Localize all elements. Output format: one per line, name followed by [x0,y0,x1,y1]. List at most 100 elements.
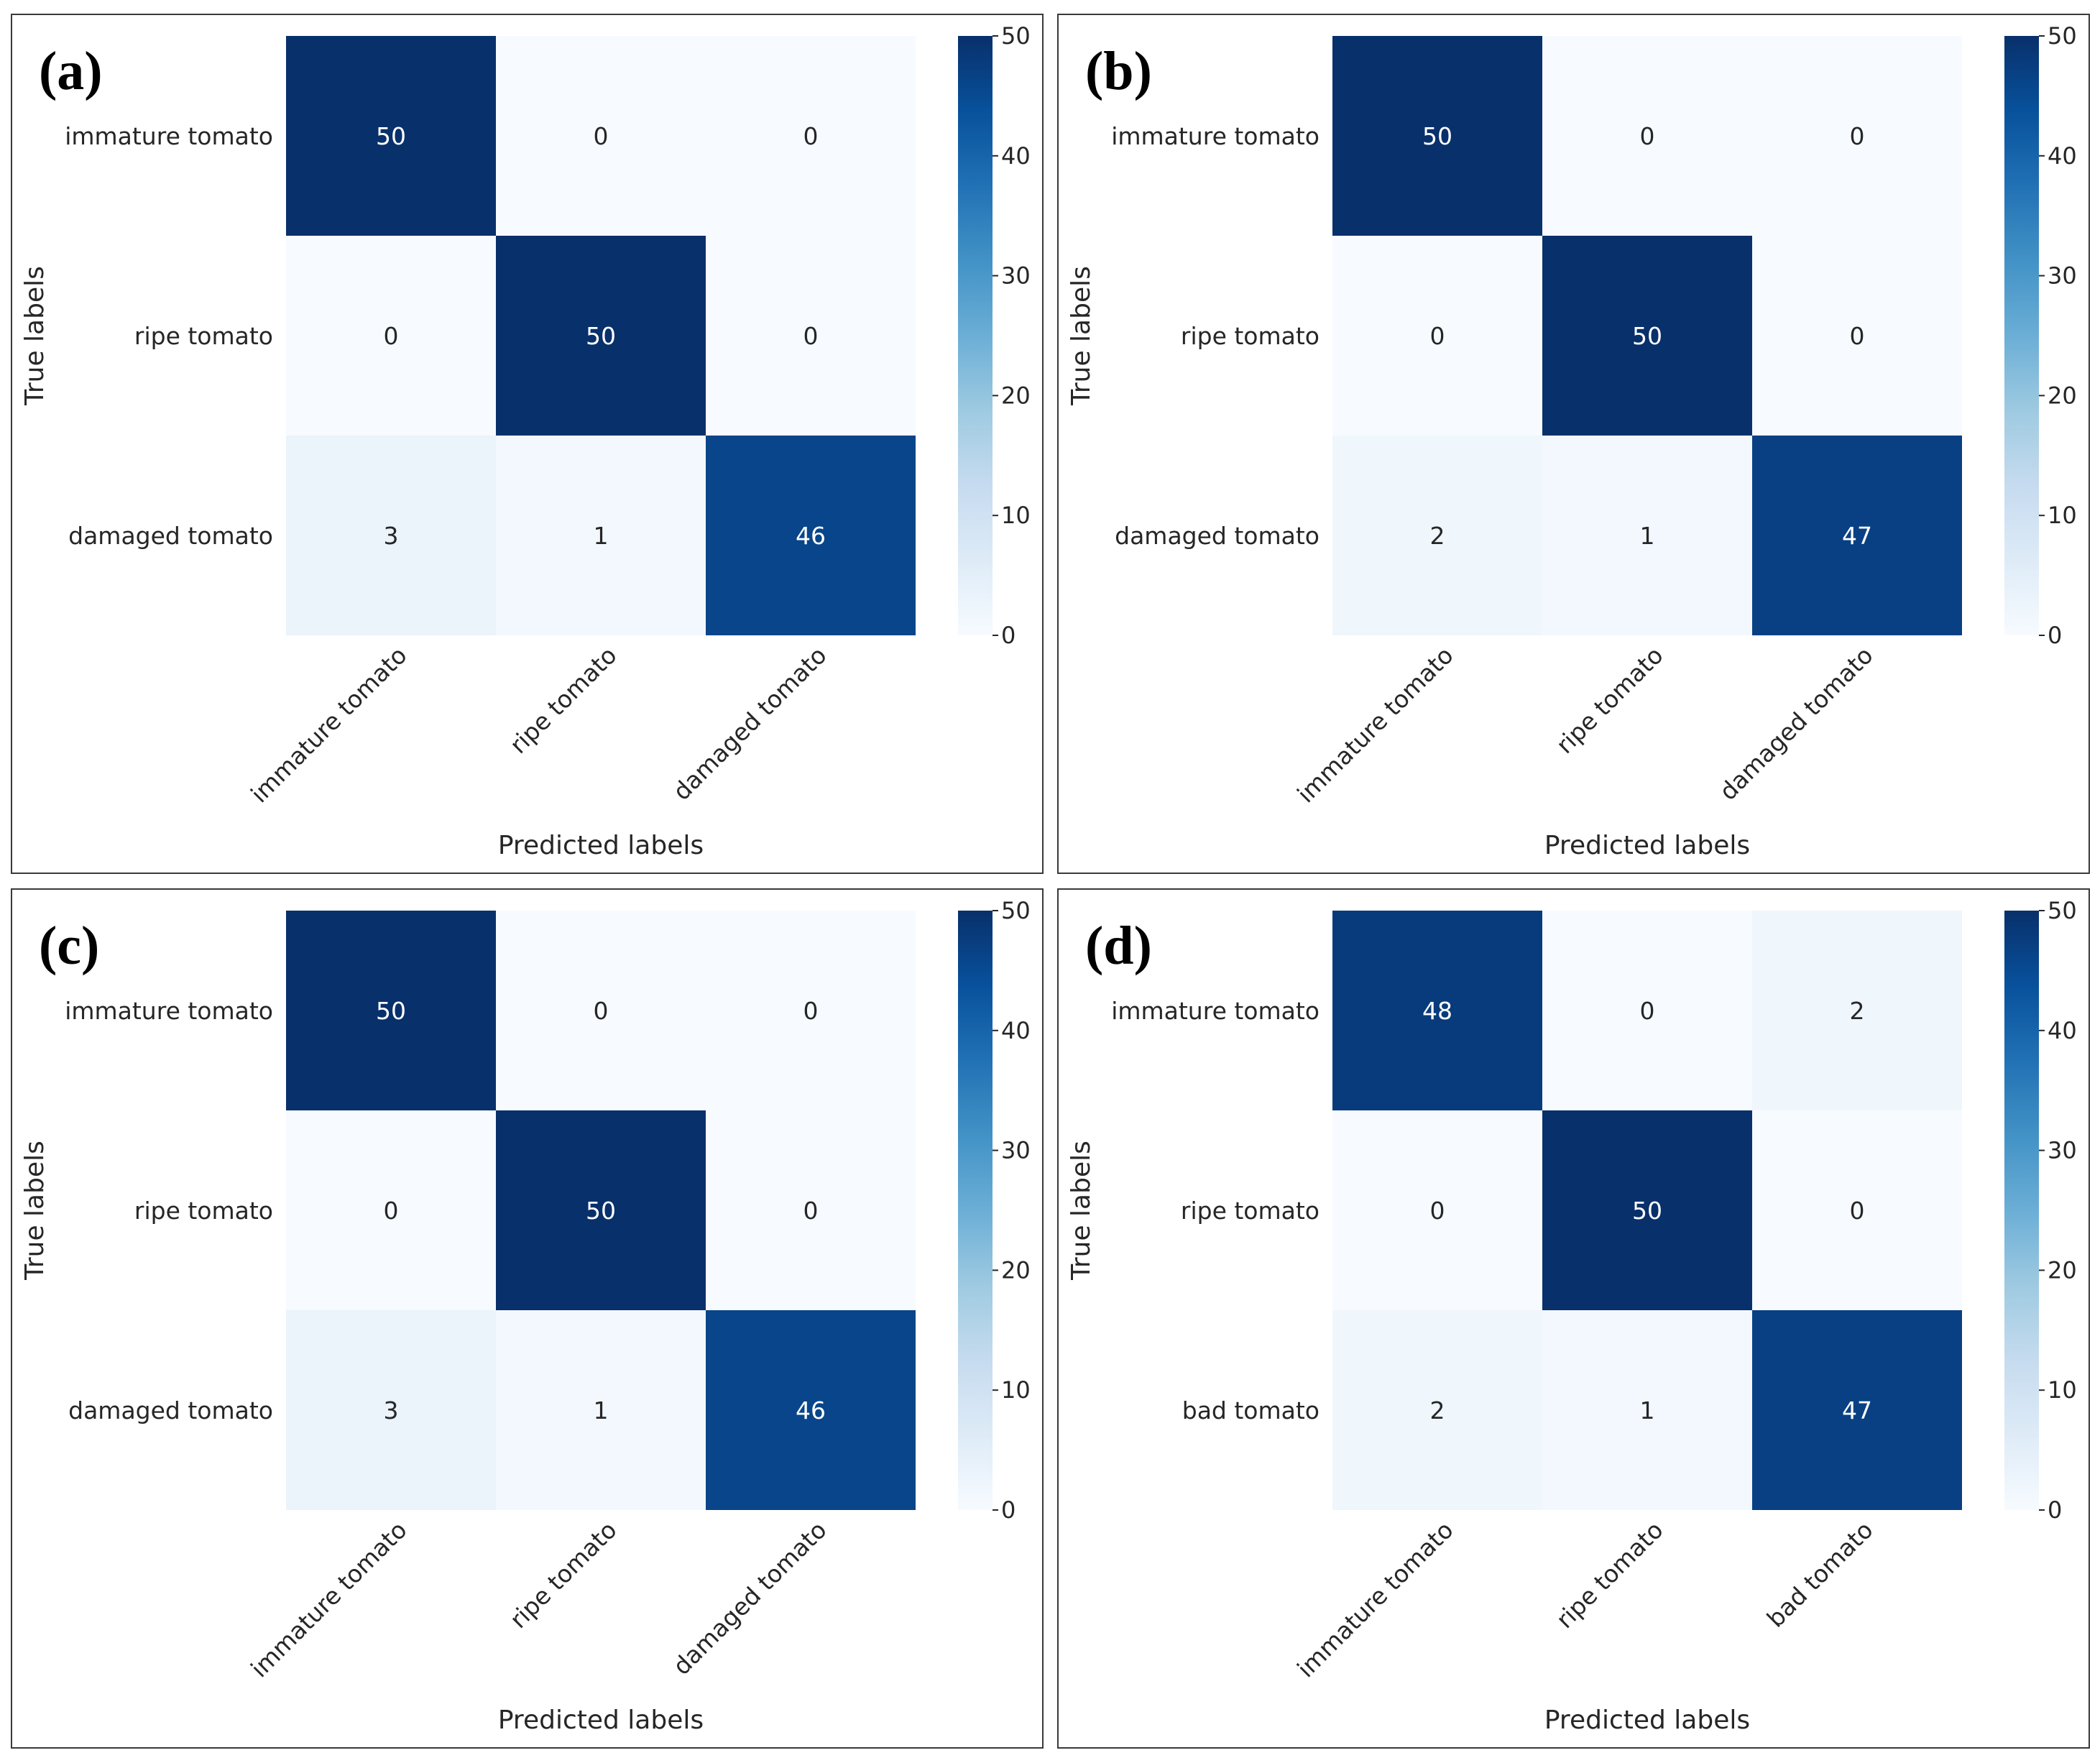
colorbar-tick-label: 50 [2048,22,2077,50]
colorbar [958,911,993,1510]
heatmap-cell [1752,236,1962,436]
cell-value: 3 [384,522,399,550]
cell-value: 47 [1842,522,1872,550]
heatmap-cell [706,236,916,436]
cell-value: 0 [803,997,819,1025]
y-tick-label: damaged tomato [68,522,273,550]
colorbar-tick-label: 30 [1001,262,1031,290]
panel-letter: (a) [39,41,103,101]
cell-value: 50 [376,997,406,1025]
cell-value: 50 [586,322,616,350]
cell-value: 0 [803,322,819,350]
heatmap-cell [496,1110,706,1310]
cell-value: 0 [1430,1197,1445,1225]
y-tick-label: immature tomato [65,122,273,150]
cell-value: 0 [594,122,609,150]
y-tick-label: ripe tomato [134,322,273,350]
panel-letter: (c) [39,916,99,976]
cell-value: 0 [803,1197,819,1225]
colorbar-tick-label: 10 [2048,1376,2077,1404]
y-axis-title: True labels [20,266,50,406]
cell-value: 1 [1640,522,1655,550]
heatmap-cell [706,36,916,236]
heatmap-cell [1542,1110,1752,1310]
y-tick-label: immature tomato [1111,997,1320,1025]
heatmap-cell [496,911,706,1110]
cell-value: 0 [384,1197,399,1225]
heatmap-cell [1542,436,1752,635]
heatmap-cell [1332,436,1542,635]
y-axis-title: True labels [1067,266,1096,406]
cell-value: 50 [586,1197,616,1225]
colorbar-tick-label: 50 [2048,897,2077,924]
cell-value: 50 [376,122,406,150]
x-axis-title: Predicted labels [1544,831,1750,860]
colorbar-tick-label: 0 [2048,1496,2062,1524]
panel-letter: (d) [1085,916,1152,976]
cell-value: 48 [1422,997,1452,1025]
panel-a: (a) 50 0 0 0 50 0 3 1 46 immature tomato ripe tomat… [11,14,1044,874]
x-axis-title: Predicted labels [1544,1706,1750,1735]
cell-value: 1 [594,522,609,550]
cell-value: 0 [1640,997,1655,1025]
colorbar-tick-label: 30 [2048,1137,2077,1164]
y-tick-label: ripe tomato [1181,1197,1320,1225]
heatmap-cell [1332,911,1542,1110]
heatmap-cell [1332,236,1542,436]
heatmap-cell [286,36,496,236]
y-tick-label: immature tomato [65,997,273,1025]
cell-value: 47 [1842,1396,1872,1424]
heatmap-cell [1542,36,1752,236]
cell-value: 2 [1430,522,1445,550]
colorbar-tick-label: 0 [1001,622,1016,649]
heatmap-cell [1542,1310,1752,1510]
colorbar-tick-label: 10 [1001,1376,1031,1404]
colorbar-tick-label: 20 [1001,1256,1031,1284]
panel-letter: (b) [1085,41,1152,101]
y-tick-label: ripe tomato [134,1197,273,1225]
y-tick-label: damaged tomato [1115,522,1320,550]
colorbar-tick-label: 50 [1001,897,1031,924]
y-tick-label: damaged tomato [68,1396,273,1424]
x-axis-title: Predicted labels [498,1706,704,1735]
heatmap-cell [496,436,706,635]
colorbar-tick-label: 10 [2048,502,2077,529]
colorbar-tick-label: 40 [2048,142,2077,170]
colorbar-tick-label: 10 [1001,502,1031,529]
x-axis-title: Predicted labels [498,831,704,860]
cell-value: 1 [594,1396,609,1424]
cell-value: 50 [1422,122,1452,150]
heatmap-cell [706,436,916,635]
y-axis-title: True labels [1067,1141,1096,1281]
colorbar-tick-label: 20 [2048,1256,2077,1284]
heatmap-cell [706,1110,916,1310]
heatmap-cell [286,911,496,1110]
colorbar-tick-label: 50 [1001,22,1031,50]
colorbar [2004,911,2039,1510]
heatmap-cell [1332,1310,1542,1510]
heatmap-cell [706,911,916,1110]
y-axis-title: True labels [20,1141,50,1281]
colorbar-tick-label: 20 [2048,382,2077,409]
cell-value: 2 [1430,1396,1445,1424]
heatmap-cell [496,36,706,236]
colorbar-tick-label: 20 [1001,382,1031,409]
colorbar [958,36,993,635]
heatmap-cell [1332,36,1542,236]
heatmap-cell [496,236,706,436]
heatmap-cell [1752,36,1962,236]
cell-value: 0 [1850,122,1865,150]
colorbar [2004,36,2039,635]
cell-value: 3 [384,1396,399,1424]
cell-value: 0 [1850,1197,1865,1225]
cell-value: 50 [1632,322,1662,350]
colorbar-tick-label: 0 [2048,622,2062,649]
colorbar-tick-label: 40 [1001,142,1031,170]
heatmap-cell [286,236,496,436]
heatmap-cell [1542,236,1752,436]
heatmap-cell [1752,1310,1962,1510]
heatmap-cell [1752,1110,1962,1310]
cell-value: 0 [594,997,609,1025]
heatmap-cell [1752,911,1962,1110]
